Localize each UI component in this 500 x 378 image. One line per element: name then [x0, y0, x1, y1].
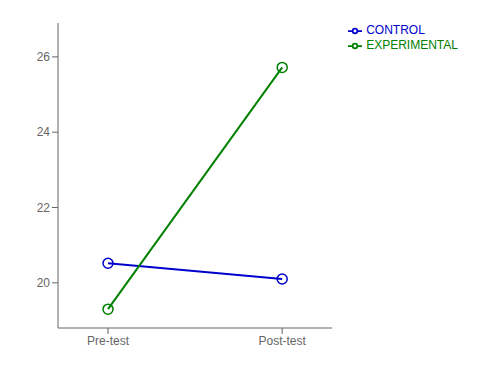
svg-text:Pre-test: Pre-test: [87, 334, 130, 348]
svg-text:20: 20: [37, 276, 51, 290]
html-text:CONTROL: CONTROL: [366, 23, 425, 37]
html-text:EXPERIMENTAL: EXPERIMENTAL: [366, 37, 458, 52]
svg-text:Post-test: Post-test: [259, 334, 307, 348]
svg-text:24: 24: [37, 125, 51, 139]
svg-text:22: 22: [37, 201, 51, 215]
svg-text:26: 26: [37, 50, 51, 64]
